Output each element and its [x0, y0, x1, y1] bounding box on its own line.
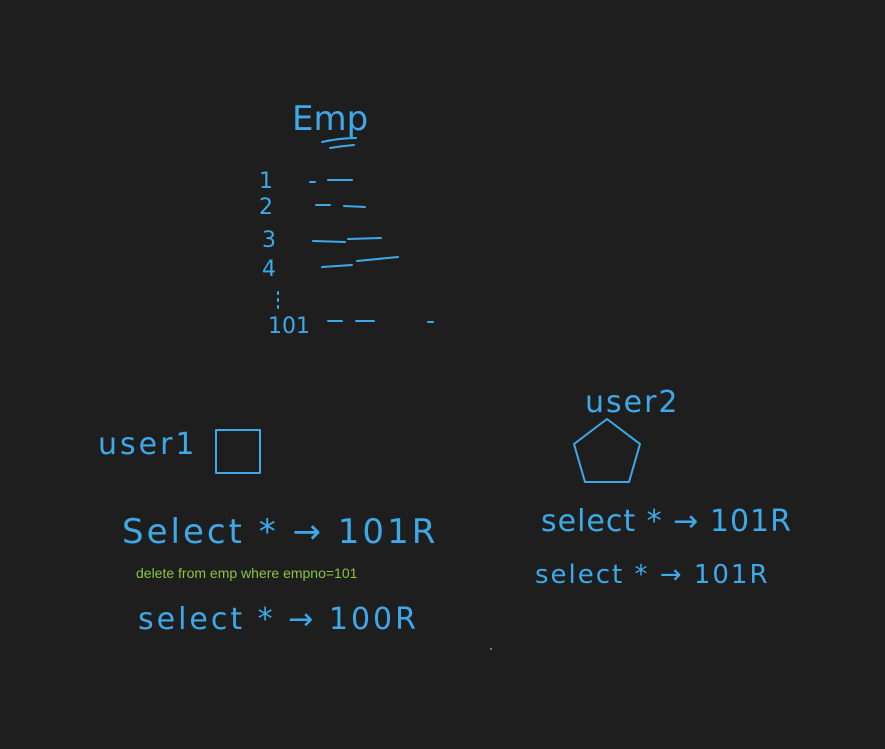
session2-queries: select * → 101R select * → 101R [535, 504, 792, 590]
emp-table: Emp 1 2 3 4 101 [259, 99, 434, 339]
session1-query-after: select * → 100R [138, 602, 419, 637]
emp-title-underline [321, 137, 357, 143]
emp-row-id-1: 1 [259, 169, 273, 194]
emp-row-id-2: 2 [259, 195, 273, 220]
session1-queries: Select * → 101R select * → 100R [122, 512, 438, 637]
delete-statement-text: delete from emp where empno=101 [136, 565, 358, 581]
emp-row-id-101: 101 [268, 314, 310, 339]
session2-query-after: select * → 101R [535, 560, 770, 590]
emp-row-id-4: 4 [262, 257, 276, 282]
user2-pentagon-icon [573, 418, 641, 483]
emp-title: Emp [292, 99, 368, 139]
stray-dot [490, 648, 492, 650]
emp-row-id-3: 3 [262, 228, 276, 253]
session2-query-before: select * → 101R [541, 504, 792, 539]
emp-row-data-strokes [309, 179, 434, 323]
user1-square-icon [215, 429, 261, 474]
user2-label: user2 [585, 385, 680, 420]
user1-label: user1 [98, 427, 198, 462]
emp-title-underline-2 [329, 144, 355, 149]
user2-group: user2 [573, 385, 680, 483]
user1-group: user1 [98, 427, 261, 474]
session1-query-before: Select * → 101R [122, 512, 438, 552]
